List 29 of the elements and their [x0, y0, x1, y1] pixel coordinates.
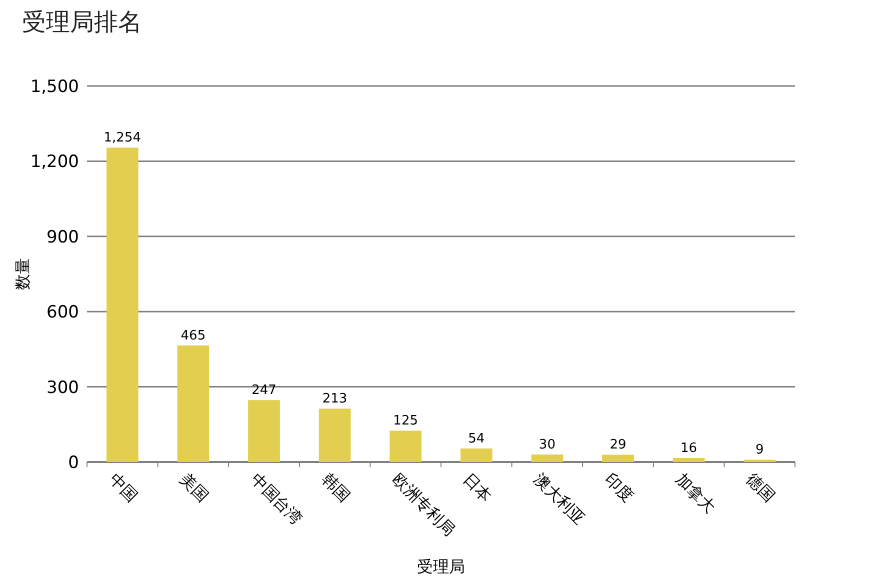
title: 受理局排名 [22, 8, 142, 36]
data-label: 247 [252, 383, 276, 398]
data-label: 465 [180, 328, 206, 344]
ytick: 1,200 [30, 152, 79, 172]
ylabel: 数量 [13, 258, 32, 290]
ytick: 900 [46, 227, 79, 248]
xtick: 加拿大 [672, 469, 720, 517]
xlabel: 受理局 [417, 557, 465, 576]
data-label: 54 [468, 431, 485, 446]
ytick: 600 [46, 302, 79, 323]
data-label: 1,254 [104, 130, 141, 146]
ytick: 1,500 [30, 77, 79, 97]
xtick: 日本 [460, 469, 496, 506]
xtick: 欧洲专利局 [388, 469, 459, 540]
xtick: 印度 [601, 469, 638, 506]
data-label: 29 [610, 438, 626, 453]
ytick: 0 [68, 453, 79, 473]
xtick: 中国台湾 [247, 469, 306, 528]
data-label: 213 [322, 392, 348, 407]
data-label: 16 [680, 441, 698, 456]
data-label: 125 [393, 414, 418, 429]
xtick: 美国 [176, 469, 212, 506]
xtick: 中国 [106, 469, 142, 506]
xtick: 韩国 [318, 469, 354, 506]
xtick: 澳大利亚 [530, 469, 590, 528]
ytick: 300 [46, 378, 79, 398]
data-label: 9 [755, 442, 764, 458]
data-label: 30 [538, 437, 556, 452]
xtick: 德国 [742, 469, 779, 506]
